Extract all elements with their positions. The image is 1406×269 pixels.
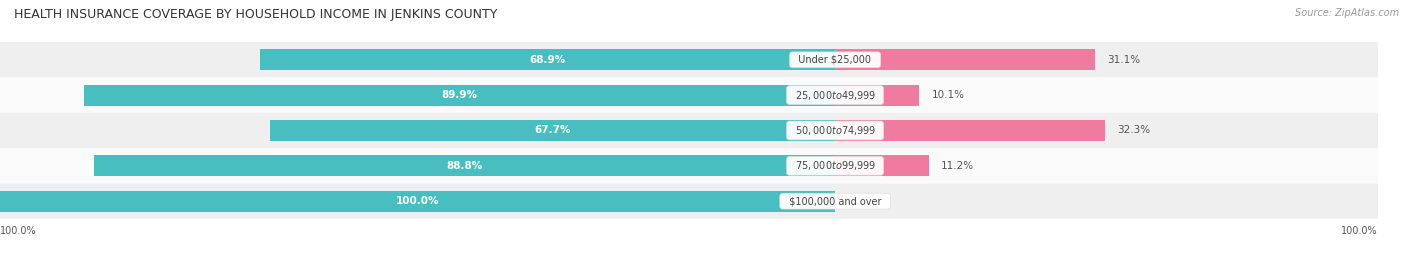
Bar [94, 155, 835, 176]
Text: 0.0%: 0.0% [848, 196, 875, 206]
Text: Under $25,000: Under $25,000 [793, 55, 877, 65]
Text: 89.9%: 89.9% [441, 90, 478, 100]
Bar [0, 190, 835, 212]
FancyBboxPatch shape [0, 113, 1406, 148]
Bar [84, 84, 835, 106]
FancyBboxPatch shape [0, 42, 1406, 77]
Bar [835, 49, 1095, 70]
Text: 88.8%: 88.8% [446, 161, 482, 171]
Bar [835, 120, 1105, 141]
Text: 68.9%: 68.9% [529, 55, 565, 65]
Text: 11.2%: 11.2% [941, 161, 974, 171]
Text: $100,000 and over: $100,000 and over [783, 196, 887, 206]
Text: 67.7%: 67.7% [534, 125, 571, 136]
Bar [835, 155, 928, 176]
Text: $50,000 to $74,999: $50,000 to $74,999 [790, 124, 880, 137]
Text: 31.1%: 31.1% [1108, 55, 1140, 65]
Text: $25,000 to $49,999: $25,000 to $49,999 [790, 89, 880, 102]
Bar [260, 49, 835, 70]
FancyBboxPatch shape [0, 148, 1406, 183]
Text: HEALTH INSURANCE COVERAGE BY HOUSEHOLD INCOME IN JENKINS COUNTY: HEALTH INSURANCE COVERAGE BY HOUSEHOLD I… [14, 8, 498, 21]
Text: $75,000 to $99,999: $75,000 to $99,999 [790, 159, 880, 172]
Text: 32.3%: 32.3% [1118, 125, 1150, 136]
Text: 100.0%: 100.0% [1341, 226, 1378, 236]
FancyBboxPatch shape [0, 77, 1406, 113]
Legend: With Coverage, Without Coverage: With Coverage, Without Coverage [370, 266, 595, 269]
Text: 10.1%: 10.1% [932, 90, 965, 100]
Text: 100.0%: 100.0% [0, 226, 37, 236]
Bar [270, 120, 835, 141]
Text: Source: ZipAtlas.com: Source: ZipAtlas.com [1295, 8, 1399, 18]
Text: 100.0%: 100.0% [396, 196, 439, 206]
Bar [835, 84, 920, 106]
FancyBboxPatch shape [0, 183, 1406, 219]
